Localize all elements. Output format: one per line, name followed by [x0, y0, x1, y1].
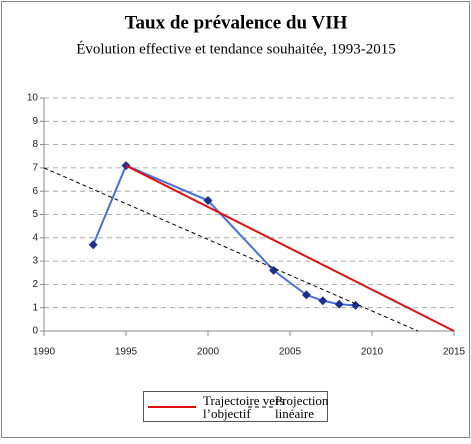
y-tick-label: 10	[27, 93, 39, 104]
x-tick-label: 2000	[197, 347, 220, 358]
series-line	[125, 164, 455, 332]
y-tick-label: 3	[32, 256, 38, 267]
marker	[334, 299, 344, 309]
legend-swatch	[248, 406, 274, 407]
y-tick-label: 0	[32, 326, 38, 337]
y-tick-label: 8	[32, 139, 38, 150]
y-tick-label: 5	[32, 209, 38, 220]
legend-label: Trajectoire vers l’objectif	[203, 392, 285, 421]
series-line	[43, 167, 419, 332]
x-tick-label: 2005	[279, 347, 302, 358]
chart-title: Taux de prévalence du VIH	[125, 12, 348, 33]
y-tick-label: 6	[32, 186, 38, 197]
x-tick-label: 1995	[115, 347, 138, 358]
x-tick-label: 2010	[361, 347, 384, 358]
y-tick-label: 9	[32, 116, 38, 127]
y-tick-label: 2	[32, 279, 38, 290]
y-tick-label: 4	[32, 232, 38, 243]
legend-item: Trajectoire vers l’objectif	[148, 392, 295, 421]
y-tick-label: 7	[32, 163, 38, 174]
legend-label: Projection linéaire	[275, 392, 329, 421]
legend-item: Projection linéaire	[248, 392, 340, 421]
y-tick-label: 1	[32, 302, 38, 313]
marker	[318, 296, 328, 306]
x-tick-label: 2015	[443, 347, 466, 358]
legend-swatch	[148, 405, 196, 408]
marker	[203, 196, 213, 206]
legend: Trajectoire vers l’objectif Projection li…	[143, 391, 328, 422]
marker	[88, 240, 98, 250]
marker	[269, 265, 279, 275]
chart-subtitle: Évolution effective et tendance souhaité…	[76, 40, 396, 57]
x-tick-label: 1990	[33, 347, 56, 358]
marker	[301, 290, 311, 300]
